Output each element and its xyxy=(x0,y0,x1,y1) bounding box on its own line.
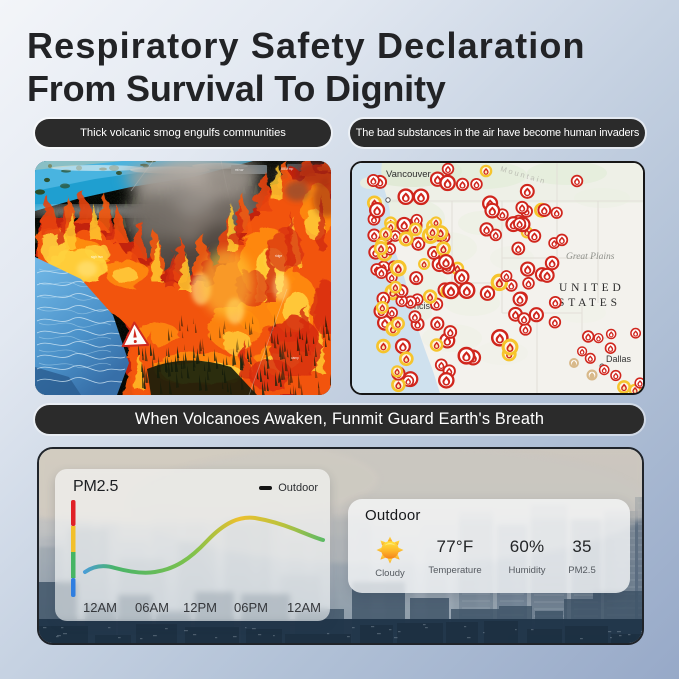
svg-text:ridge: ridge xyxy=(275,254,282,258)
svg-text:ncisco: ncisco xyxy=(414,301,440,311)
svg-text:camp: camp xyxy=(291,356,299,360)
svg-text:Great Plains: Great Plains xyxy=(566,252,615,262)
svg-text:Dallas: Dallas xyxy=(606,354,632,364)
svg-text:UNITED: UNITED xyxy=(559,282,625,294)
svg-text:sigh hvn: sigh hvn xyxy=(91,255,103,259)
svg-text:Vancouver: Vancouver xyxy=(386,169,431,180)
svg-text:mt vw: mt vw xyxy=(235,168,244,172)
svg-text:STATES: STATES xyxy=(558,297,621,309)
svg-text:BBM mp: BBM mp xyxy=(281,167,293,171)
